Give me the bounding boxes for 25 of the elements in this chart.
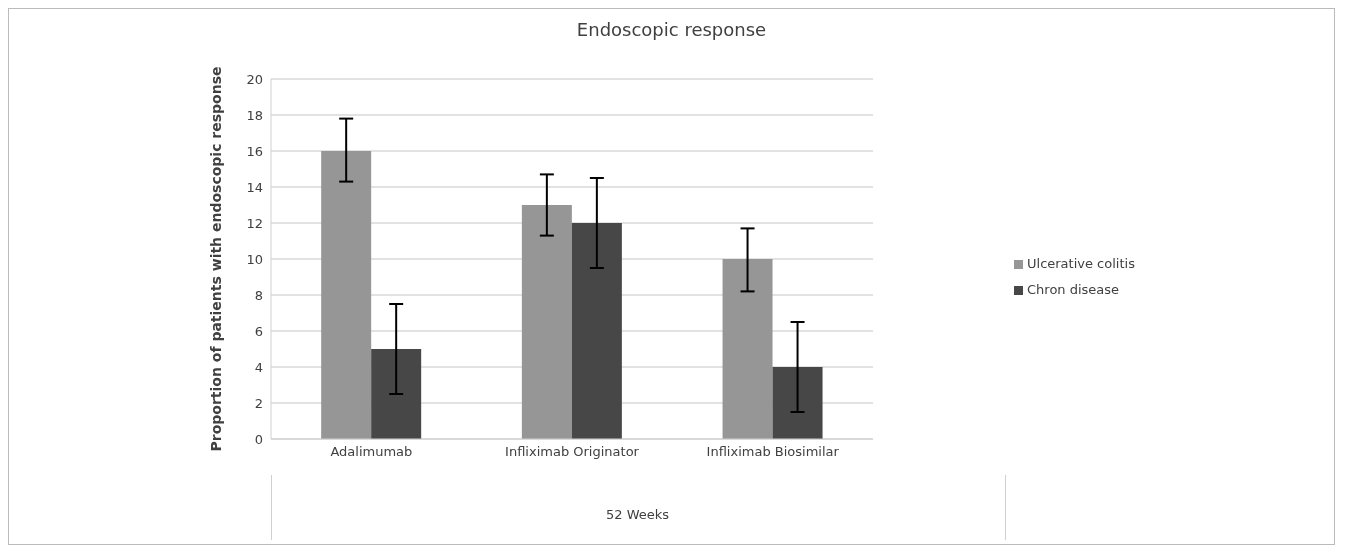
y-tick-label: 8 (254, 287, 263, 303)
bar (321, 151, 372, 439)
y-tick-label: 14 (246, 179, 263, 195)
bar (371, 349, 422, 439)
legend-label: Chron disease (1027, 281, 1120, 297)
y-tick-label: 2 (254, 395, 263, 411)
x-axis-title: 52 Weeks (604, 507, 671, 522)
x-tick-label: Infliximab Originator (505, 444, 640, 460)
y-tick-label: 0 (254, 431, 263, 447)
y-tick-label: 16 (246, 143, 263, 159)
y-axis-title: Proportion of patients with endoscopic response (207, 66, 224, 452)
y-tick-label: 18 (246, 107, 263, 123)
x-tick-label: Infliximab Biosimilar (706, 444, 840, 460)
legend-label: Ulcerative colitis (1027, 255, 1135, 271)
chart-title: Endoscopic response (575, 19, 768, 40)
y-tick-label: 10 (246, 251, 263, 267)
y-tick-label: 6 (254, 323, 263, 339)
y-tick-label: 20 (246, 71, 263, 87)
y-tick-label: 4 (254, 359, 263, 375)
y-tick-label: 12 (246, 215, 263, 231)
bar (571, 223, 622, 439)
x-tick-label: Adalimumab (330, 444, 413, 460)
bar (521, 205, 572, 439)
bar (772, 367, 823, 439)
bar (722, 259, 773, 439)
